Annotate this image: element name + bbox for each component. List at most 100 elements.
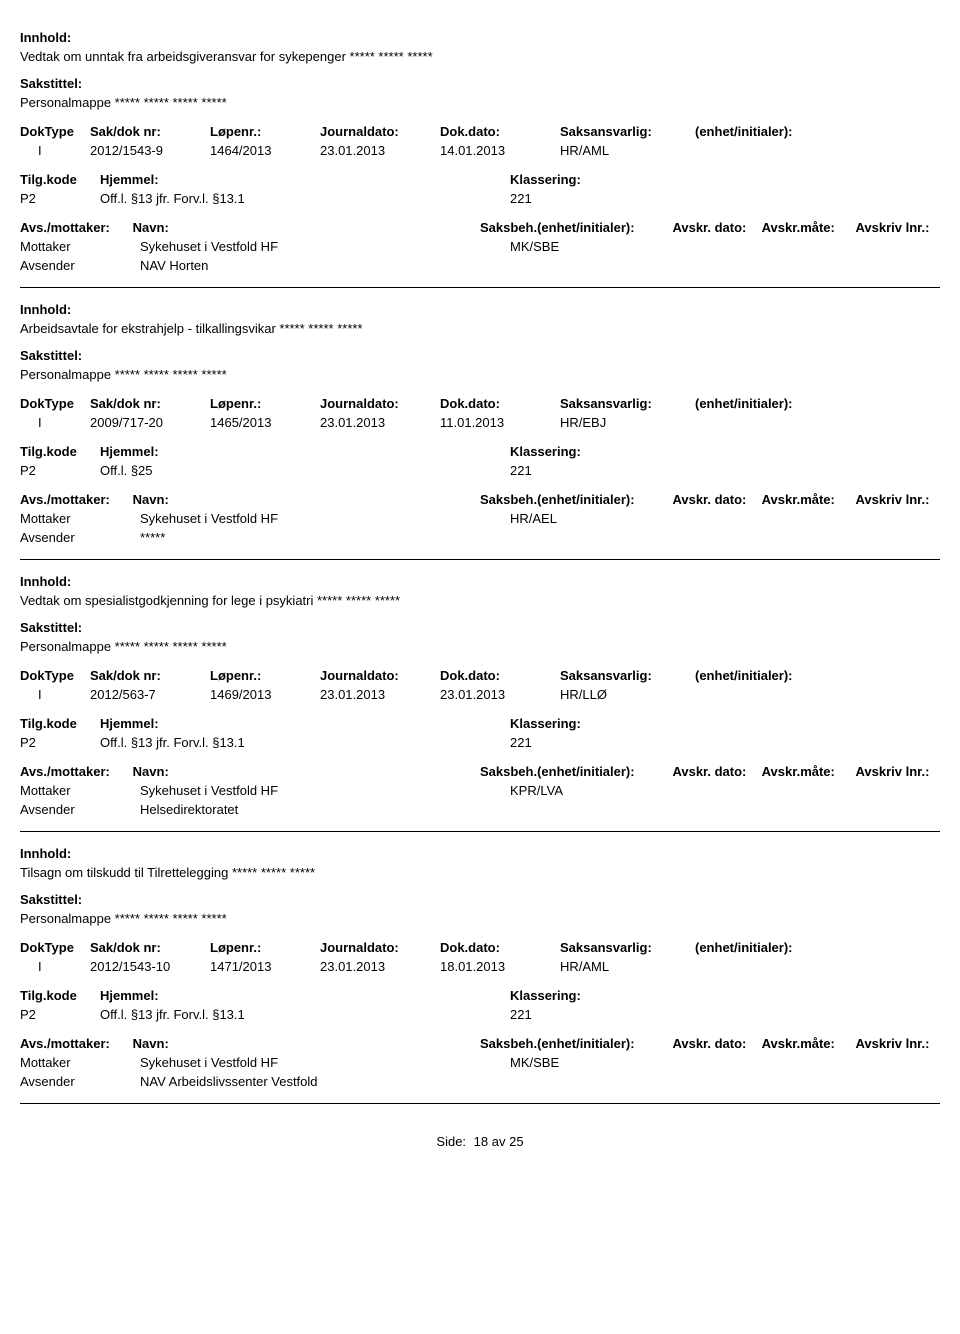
avsender-role: Avsender [20,802,140,817]
val-journaldato: 23.01.2013 [320,687,440,702]
val-sakdok: 2012/1543-10 [90,959,210,974]
sakstittel-value: Personalmappe ***** ***** ***** ***** [20,367,940,382]
hdr-saksansvarlig: Saksansvarlig: [560,124,695,139]
hdr-avskr-mate: Avskr.måte: [762,1036,856,1051]
main-value-row: I 2012/1543-10 1471/2013 23.01.2013 18.0… [20,959,940,974]
hjemmel-header-row: Tilg.kode Hjemmel: Klassering: [20,988,940,1003]
footer-av: av [492,1134,506,1149]
avsender-row: Avsender NAV Horten [20,258,940,273]
hdr-avskriv-lnr: Avskriv lnr.: [856,492,940,507]
hdr-avsmottaker: Avs./mottaker: [20,492,133,507]
val-enhet [695,687,855,702]
val-dokdato: 18.01.2013 [440,959,560,974]
hdr-lopenr: Løpenr.: [210,124,320,139]
avsender-navn: NAV Horten [140,258,510,273]
innhold-value: Vedtak om unntak fra arbeidsgiveransvar … [20,49,940,64]
mottaker-saksbeh-code: MK/SBE [510,1055,940,1070]
val-lopenr: 1469/2013 [210,687,320,702]
sakstittel-value: Personalmappe ***** ***** ***** ***** [20,911,940,926]
hdr-avsmottaker: Avs./mottaker: [20,764,133,779]
mottaker-navn: Sykehuset i Vestfold HF [140,239,510,254]
hdr-enhet: (enhet/initialer): [695,940,855,955]
val-journaldato: 23.01.2013 [320,415,440,430]
avsender-empty [510,258,940,273]
hdr-navn: Navn: [133,492,480,507]
hdr-navn: Navn: [133,220,480,235]
avsender-empty [510,802,940,817]
mottaker-saksbeh-code: HR/AEL [510,511,940,526]
val-hjemmel: Off.l. §13 jfr. Forv.l. §13.1 [100,1007,510,1022]
avsender-role: Avsender [20,530,140,545]
innhold-label: Innhold: [20,30,940,45]
journal-record: Innhold: Vedtak om unntak fra arbeidsgiv… [20,30,940,288]
avsender-row: Avsender Helsedirektoratet [20,802,940,817]
party-header-row: Avs./mottaker: Navn: Saksbeh.(enhet/init… [20,764,940,779]
mottaker-navn: Sykehuset i Vestfold HF [140,511,510,526]
hdr-journaldato: Journaldato: [320,124,440,139]
party-header-row: Avs./mottaker: Navn: Saksbeh.(enhet/init… [20,1036,940,1051]
journal-record: Innhold: Tilsagn om tilskudd til Tilrett… [20,846,940,1104]
hdr-klassering: Klassering: [510,172,940,187]
hdr-avskr-dato: Avskr. dato: [672,492,761,507]
val-hjemmel: Off.l. §25 [100,463,510,478]
hdr-tilgkode: Tilg.kode [20,716,100,731]
hdr-enhet: (enhet/initialer): [695,124,855,139]
avsender-role: Avsender [20,1074,140,1089]
hdr-avsmottaker: Avs./mottaker: [20,220,133,235]
hdr-journaldato: Journaldato: [320,940,440,955]
hdr-hjemmel: Hjemmel: [100,988,510,1003]
val-dokdato: 23.01.2013 [440,687,560,702]
val-journaldato: 23.01.2013 [320,959,440,974]
val-tilgkode: P2 [20,463,100,478]
page-footer: Side: 18 av 25 [20,1134,940,1149]
hdr-avskr-dato: Avskr. dato: [672,220,761,235]
sakstittel-label: Sakstittel: [20,892,940,907]
hdr-navn: Navn: [133,764,480,779]
sakstittel-value: Personalmappe ***** ***** ***** ***** [20,639,940,654]
val-tilgkode: P2 [20,735,100,750]
main-header-row: DokType Sak/dok nr: Løpenr.: Journaldato… [20,124,940,139]
hdr-enhet: (enhet/initialer): [695,668,855,683]
val-saksansvarlig: HR/AML [560,959,695,974]
hdr-saksansvarlig: Saksansvarlig: [560,396,695,411]
val-doktype: I [20,687,90,702]
main-value-row: I 2012/1543-9 1464/2013 23.01.2013 14.01… [20,143,940,158]
hdr-avskriv-lnr: Avskriv lnr.: [856,1036,940,1051]
hdr-hjemmel: Hjemmel: [100,172,510,187]
val-enhet [695,959,855,974]
hdr-saksbeh: Saksbeh.(enhet/initialer): [480,220,672,235]
mottaker-row: Mottaker Sykehuset i Vestfold HF MK/SBE [20,1055,940,1070]
avsender-role: Avsender [20,258,140,273]
hdr-avskr-dato: Avskr. dato: [672,1036,761,1051]
hjemmel-header-row: Tilg.kode Hjemmel: Klassering: [20,172,940,187]
hdr-dokdato: Dok.dato: [440,940,560,955]
main-header-row: DokType Sak/dok nr: Løpenr.: Journaldato… [20,396,940,411]
val-lopenr: 1471/2013 [210,959,320,974]
innhold-label: Innhold: [20,846,940,861]
mottaker-role: Mottaker [20,239,140,254]
journal-record: Innhold: Arbeidsavtale for ekstrahjelp -… [20,302,940,560]
footer-page-total: 25 [509,1134,523,1149]
val-sakdok: 2009/717-20 [90,415,210,430]
hdr-saksbeh: Saksbeh.(enhet/initialer): [480,1036,672,1051]
avsender-row: Avsender NAV Arbeidslivssenter Vestfold [20,1074,940,1089]
hdr-klassering: Klassering: [510,716,940,731]
hdr-sakdok: Sak/dok nr: [90,396,210,411]
party-header-row: Avs./mottaker: Navn: Saksbeh.(enhet/init… [20,492,940,507]
hdr-sakdok: Sak/dok nr: [90,940,210,955]
footer-side-label: Side: [436,1134,466,1149]
val-enhet [695,415,855,430]
journal-record: Innhold: Vedtak om spesialistgodkjenning… [20,574,940,832]
hjemmel-value-row: P2 Off.l. §25 221 [20,463,940,478]
val-klassering: 221 [510,735,940,750]
hdr-avskr-mate: Avskr.måte: [762,764,856,779]
mottaker-role: Mottaker [20,1055,140,1070]
val-tilgkode: P2 [20,191,100,206]
hdr-saksansvarlig: Saksansvarlig: [560,668,695,683]
hdr-hjemmel: Hjemmel: [100,716,510,731]
hdr-tilgkode: Tilg.kode [20,988,100,1003]
hdr-journaldato: Journaldato: [320,668,440,683]
mottaker-row: Mottaker Sykehuset i Vestfold HF KPR/LVA [20,783,940,798]
val-sakdok: 2012/563-7 [90,687,210,702]
sakstittel-label: Sakstittel: [20,348,940,363]
